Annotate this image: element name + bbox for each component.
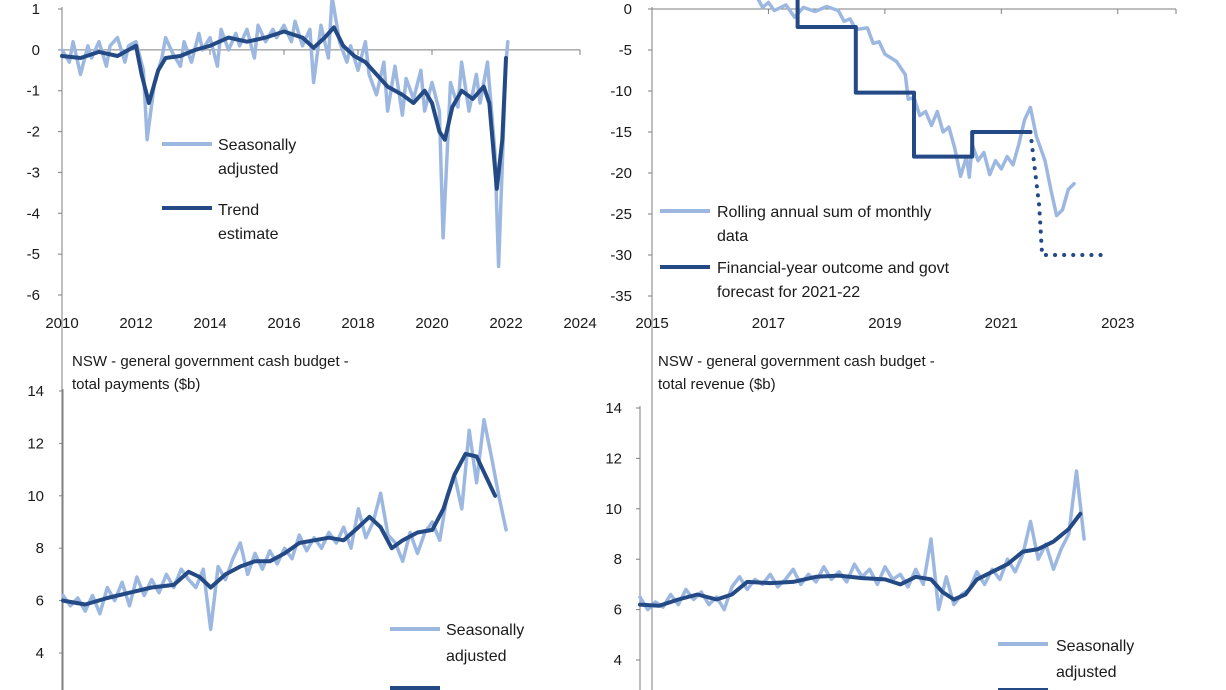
x-tick-label: 2010 bbox=[45, 315, 78, 332]
x-tick-label: 2014 bbox=[193, 315, 226, 332]
y-tick-label: -10 bbox=[610, 83, 632, 100]
chart-title: NSW - general government cash budget - bbox=[72, 353, 349, 370]
legend-label: Rolling annual sum of monthly bbox=[717, 204, 931, 221]
legend-label: adjusted bbox=[1056, 664, 1117, 681]
y-tick-label: 12 bbox=[27, 435, 44, 452]
x-tick-label: 2016 bbox=[267, 315, 300, 332]
x-tick-label: 2019 bbox=[868, 315, 901, 332]
y-tick-label: -6 bbox=[27, 287, 40, 304]
x-tick-label: 2012 bbox=[119, 315, 152, 332]
series-line-2 bbox=[60, 25, 508, 191]
chart-panel-4: 14 12 10 8 6 4 NSW - general government cash b… bbox=[605, 353, 1086, 690]
legend-label: Seasonally bbox=[218, 137, 296, 154]
y-tick-label: -25 bbox=[610, 206, 632, 223]
series-line-1 bbox=[756, 0, 1076, 218]
y-tick-label: -3 bbox=[27, 164, 40, 181]
legend-label: Trend bbox=[218, 202, 259, 219]
y-tick-label: 14 bbox=[27, 383, 44, 400]
y-tick-label: -4 bbox=[27, 205, 40, 222]
chart-title: total payments ($b) bbox=[72, 376, 200, 393]
series-line-3 bbox=[1028, 130, 1109, 257]
series-line-2 bbox=[795, 0, 1033, 159]
chart-panel-3: 14 12 10 8 6 4 NSW - general government cash b… bbox=[27, 353, 508, 690]
series-line-2 bbox=[61, 451, 498, 607]
chart-title: NSW - general government cash budget - bbox=[658, 353, 935, 370]
y-tick-label: 6 bbox=[36, 593, 44, 610]
y-tick-label: 4 bbox=[614, 652, 622, 669]
y-tick-label: -2 bbox=[27, 124, 40, 141]
y-tick-label: 14 bbox=[605, 400, 622, 417]
y-tick-label: -5 bbox=[619, 42, 632, 59]
y-tick-label: -35 bbox=[610, 288, 632, 305]
legend-label: Seasonally bbox=[1056, 638, 1134, 655]
y-tick-label: -15 bbox=[610, 124, 632, 141]
y-tick-label: -30 bbox=[610, 247, 632, 264]
y-tick-label: 0 bbox=[32, 42, 40, 59]
y-tick-label: 12 bbox=[605, 450, 622, 467]
y-tick-label: -20 bbox=[610, 165, 632, 182]
legend-label: estimate bbox=[218, 226, 279, 243]
legend-label: forecast for 2021-22 bbox=[717, 284, 860, 301]
x-tick-label: 2024 bbox=[563, 315, 596, 332]
y-tick-label: 1 bbox=[32, 1, 40, 18]
x-tick-label: 2018 bbox=[341, 315, 374, 332]
x-tick-label: 2023 bbox=[1101, 315, 1134, 332]
y-tick-label: 0 bbox=[624, 1, 632, 18]
y-tick-label: 10 bbox=[605, 501, 622, 518]
y-tick-label: 8 bbox=[36, 540, 44, 557]
legend-label: Seasonally bbox=[446, 622, 524, 639]
y-tick-label: 6 bbox=[614, 602, 622, 619]
y-tick-label: 10 bbox=[27, 488, 44, 505]
series-line-1 bbox=[638, 469, 1086, 612]
series-line-2 bbox=[638, 511, 1083, 608]
chart-title: total revenue ($b) bbox=[658, 376, 776, 393]
y-tick-label: 8 bbox=[614, 551, 622, 568]
series-line-1 bbox=[61, 418, 508, 632]
y-tick-label: 4 bbox=[36, 645, 44, 662]
legend-label: adjusted bbox=[446, 648, 507, 665]
x-tick-label: 2017 bbox=[752, 315, 785, 332]
x-tick-label: 2022 bbox=[489, 315, 522, 332]
legend-label: adjusted bbox=[218, 161, 279, 178]
x-tick-label: 2020 bbox=[415, 315, 448, 332]
legend-label: Financial-year outcome and govt bbox=[717, 260, 950, 277]
x-tick-label: 2021 bbox=[985, 315, 1018, 332]
y-tick-label: -5 bbox=[27, 246, 40, 263]
legend-label: data bbox=[717, 228, 748, 245]
y-tick-label: -1 bbox=[27, 83, 40, 100]
x-tick-label: 2015 bbox=[635, 315, 668, 332]
